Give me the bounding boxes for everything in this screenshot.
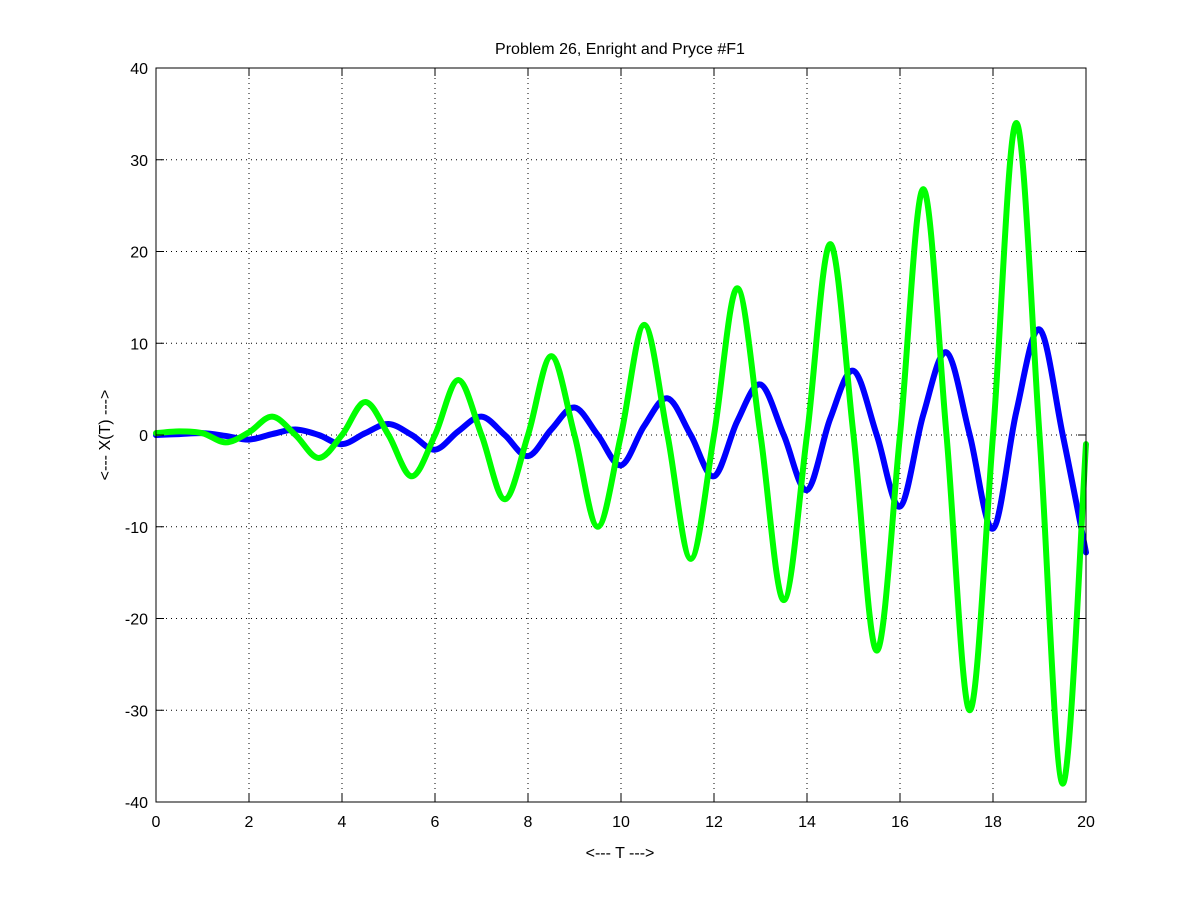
- x-tick-label: 10: [612, 814, 630, 831]
- series-line-1: [153, 326, 1089, 556]
- y-tick-label: 40: [130, 61, 148, 78]
- y-axis-label: <--- X(T) --->: [97, 390, 114, 481]
- x-tick-label: 14: [798, 814, 816, 831]
- x-tick-label: 12: [705, 814, 723, 831]
- y-tick-label: 0: [139, 428, 148, 445]
- x-tick-label: 18: [984, 814, 1002, 831]
- x-axis-tick-labels: 0 2 4 6 8 10 12 14 16 18 20: [152, 814, 1095, 831]
- y-tick-label: -40: [125, 795, 148, 812]
- y-tick-label: -30: [125, 703, 148, 720]
- y-tick-label: 30: [130, 153, 148, 170]
- x-tick-label: 0: [152, 814, 161, 831]
- x-axis-label: <--- T --->: [586, 845, 655, 862]
- series-layer: [153, 120, 1089, 787]
- y-tick-label: -10: [125, 520, 148, 537]
- chart-title: Problem 26, Enright and Pryce #F1: [495, 41, 745, 58]
- y-axis-tick-labels: -40 -30 -20 -10 0 10 20 30 40: [125, 61, 148, 812]
- axis-ticks: [155, 67, 1087, 803]
- y-tick-label: 10: [130, 336, 148, 353]
- x-tick-label: 20: [1077, 814, 1095, 831]
- x-tick-label: 2: [245, 814, 254, 831]
- x-tick-label: 16: [891, 814, 909, 831]
- x-tick-label: 6: [431, 814, 440, 831]
- x-tick-label: 4: [338, 814, 347, 831]
- y-tick-label: 20: [130, 245, 148, 262]
- series-line-2: [153, 120, 1089, 787]
- x-tick-label: 8: [524, 814, 533, 831]
- y-tick-label: -20: [125, 612, 148, 629]
